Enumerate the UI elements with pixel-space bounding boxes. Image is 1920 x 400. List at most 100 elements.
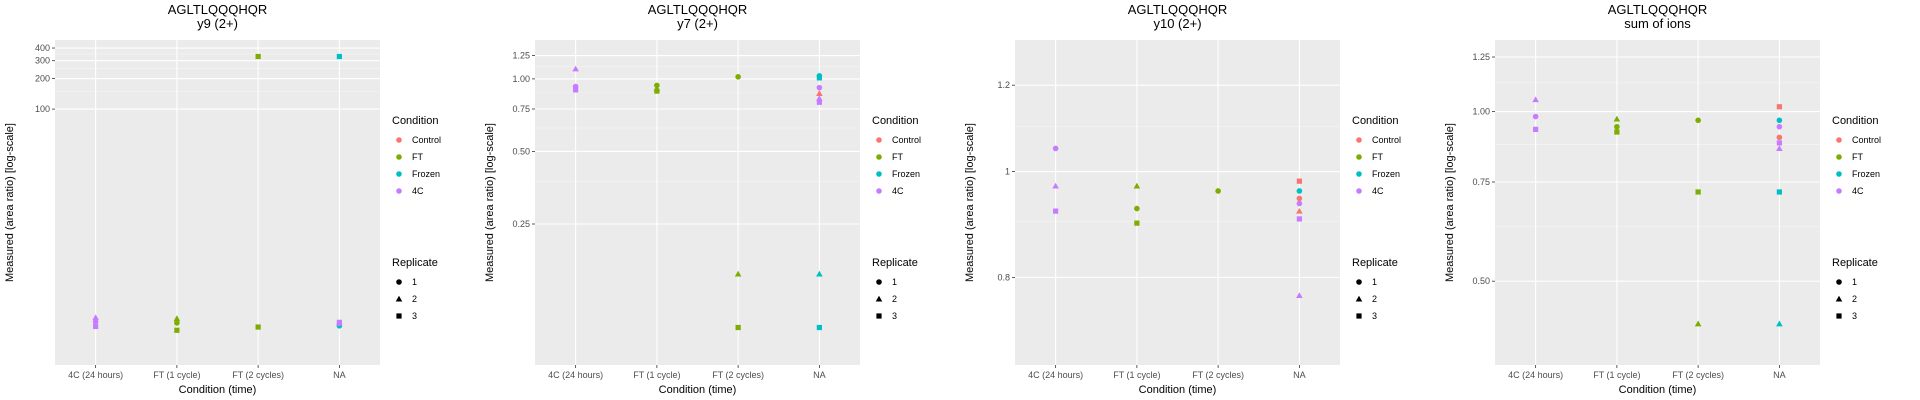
legend-label: 2	[892, 294, 897, 304]
legend-key-ft	[1356, 154, 1362, 160]
data-point	[1776, 104, 1782, 110]
legend-key-frozen	[1836, 171, 1842, 177]
legend-key-replicate-1	[1836, 279, 1842, 285]
x-tick-label: FT (1 cycle)	[1113, 370, 1160, 380]
data-point	[1776, 123, 1783, 130]
legend: Condition Control FT Frozen 4C Replicate 1 2 3	[1832, 115, 1881, 321]
data-point	[1296, 178, 1302, 184]
legend-label: Frozen	[892, 169, 920, 179]
data-point	[1532, 113, 1539, 120]
legend-label: FT	[412, 152, 423, 162]
data-point	[735, 74, 741, 80]
legend-label: Frozen	[412, 169, 440, 179]
y-tick-label: 0.25	[512, 219, 530, 229]
data-point	[1776, 140, 1782, 146]
data-point	[1134, 220, 1140, 226]
y-axis-label: Measured (area ratio) [log-scale]	[964, 123, 976, 282]
data-point	[816, 99, 822, 105]
data-point	[1215, 188, 1221, 194]
legend-title-replicate: Replicate	[872, 257, 918, 269]
y-axis-label: Measured (area ratio) [log-scale]	[1444, 123, 1456, 282]
x-axis-label: Condition (time)	[1139, 384, 1217, 396]
chart-title: AGLTLQQQHQR	[1608, 2, 1707, 17]
legend-label: 2	[1852, 294, 1857, 304]
legend-label: FT	[1852, 152, 1863, 162]
legend-key-replicate-3	[396, 313, 402, 319]
legend-key-control	[1356, 137, 1362, 143]
y-tick-label: 0.8	[997, 272, 1010, 282]
y-axis-label: Measured (area ratio) [log-scale]	[4, 123, 16, 282]
legend-label: 3	[1852, 311, 1857, 321]
legend-key-frozen	[396, 171, 402, 177]
legend-label: 1	[892, 277, 897, 287]
data-point	[1532, 96, 1539, 103]
y-tick-label: 1.00	[512, 74, 530, 84]
legend-key-4c	[1356, 188, 1362, 194]
legend-key-ft	[1836, 154, 1842, 160]
data-point	[1776, 117, 1783, 124]
legend-label: 3	[1372, 311, 1377, 321]
data-point	[573, 87, 579, 93]
x-tick-label: FT (1 cycle)	[1593, 370, 1640, 380]
data-point	[816, 95, 823, 101]
legend-key-replicate-3	[876, 313, 882, 319]
legend-label: Frozen	[1852, 169, 1880, 179]
data-point	[735, 324, 741, 331]
legend-label: 3	[412, 311, 417, 321]
data-point	[1296, 216, 1302, 222]
legend-label: Frozen	[1372, 169, 1400, 179]
data-point	[173, 315, 181, 322]
x-tick-label: FT (2 cycles)	[712, 370, 764, 380]
data-point	[816, 84, 823, 91]
legend-label: Control	[1852, 135, 1881, 145]
data-point	[1776, 134, 1783, 141]
x-tick-label: NA	[1293, 370, 1306, 380]
legend-title-replicate: Replicate	[1832, 257, 1878, 269]
legend-title-condition: Condition	[1832, 115, 1878, 127]
legend-label: FT	[1372, 152, 1383, 162]
y-tick-label: 1.25	[512, 51, 530, 61]
data-point	[1694, 320, 1702, 327]
data-point	[1296, 207, 1303, 214]
chart-subtitle: y7 (2+)	[677, 16, 718, 31]
y-tick-label: 400	[35, 43, 50, 53]
data-point	[1053, 208, 1059, 214]
data-point	[1614, 129, 1620, 135]
data-point	[1296, 292, 1303, 298]
data-point	[255, 324, 261, 330]
plot-panel	[55, 40, 380, 365]
data-point	[174, 320, 180, 326]
legend-key-frozen	[876, 171, 882, 177]
legend-title-replicate: Replicate	[392, 257, 438, 269]
legend-key-replicate-1	[876, 279, 882, 285]
legend-key-replicate-2	[1835, 295, 1843, 302]
data-point	[1614, 123, 1620, 130]
legend-label: 1	[1852, 277, 1857, 287]
data-point	[572, 65, 579, 72]
legend-key-replicate-1	[1356, 279, 1362, 285]
x-tick-label: NA	[333, 370, 346, 380]
x-tick-label: NA	[1773, 370, 1786, 380]
data-point	[174, 327, 180, 333]
x-tick-label: FT (1 cycle)	[153, 370, 200, 380]
data-point	[1695, 117, 1701, 124]
plot-panel	[1495, 40, 1820, 365]
legend-key-frozen	[1356, 171, 1362, 177]
data-point	[1052, 145, 1059, 152]
legend-key-control	[1836, 137, 1842, 143]
data-point	[816, 270, 823, 277]
legend-key-replicate-3	[1836, 313, 1842, 319]
y-tick-label: 0.75	[512, 104, 530, 114]
y-tick-label: 300	[35, 56, 50, 66]
data-point	[816, 75, 822, 81]
x-axis-label: Condition (time)	[179, 384, 257, 396]
y-tick-label: 0.50	[1472, 276, 1490, 286]
legend-label: FT	[892, 152, 903, 162]
legend-label: 4C	[1372, 186, 1384, 196]
x-tick-label: 4C (24 hours)	[68, 370, 123, 380]
plot-panel	[1015, 40, 1340, 365]
legend-key-replicate-2	[1355, 295, 1363, 302]
legend: Condition Control FT Frozen 4C Replicate 1 2 3	[1352, 115, 1401, 321]
